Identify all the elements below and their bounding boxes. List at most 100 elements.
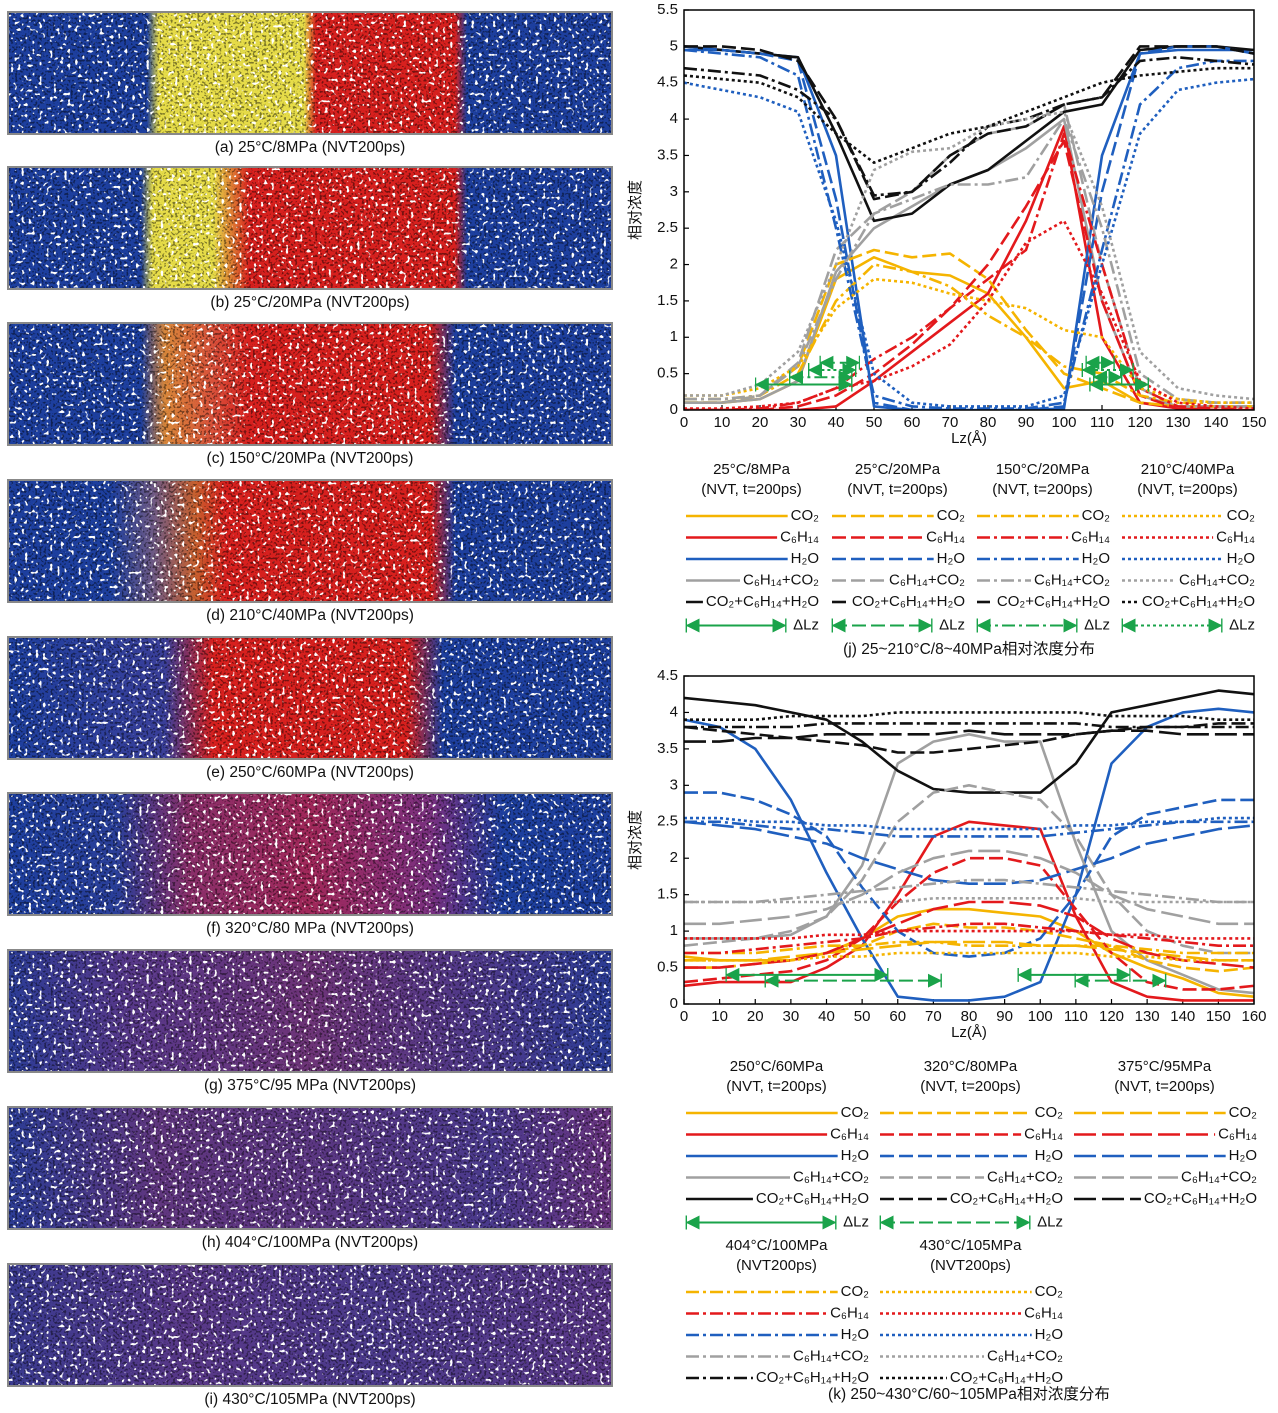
x-tick-label: 150 (1206, 1008, 1231, 1025)
snapshot-frame (7, 636, 613, 760)
legend-label: H₂O (937, 550, 965, 567)
series-line (684, 77, 1254, 408)
legend-label: C₆H₁₄ (1024, 1304, 1063, 1321)
legend-label: CO₂ (1227, 507, 1256, 524)
legend-label: C₆H₁₄+CO₂ (889, 571, 965, 588)
series-line (684, 56, 1254, 197)
snapshot-frame (7, 949, 613, 1073)
x-tick-label: 0 (680, 1008, 688, 1025)
y-tick-label: 5.5 (657, 1, 678, 18)
legend-group-title: 320°C/80MPa (924, 1058, 1018, 1075)
snapshot-caption: (i) 430°C/105MPa (NVT200ps) (204, 1391, 415, 1408)
y-tick-label: 4.5 (657, 667, 678, 684)
snapshot-caption: (c) 150°C/20MPa (NVT200ps) (207, 450, 414, 467)
x-tick-label: 140 (1170, 1008, 1195, 1025)
legend-label: H₂O (1229, 1147, 1257, 1164)
legend-label: CO₂ (1082, 507, 1111, 524)
y-tick-label: 2.5 (657, 813, 678, 830)
series-line (684, 707, 1254, 1002)
x-tick-label: 60 (889, 1008, 906, 1025)
series-line (684, 48, 1254, 410)
plot-area (684, 10, 1254, 410)
legend-group-subtitle: (NVT200ps) (930, 1257, 1011, 1274)
legend-label: CO₂+C₆H₁₄+H₂O (756, 1190, 869, 1207)
snapshot-speckle-light (8, 793, 612, 915)
series-line (684, 132, 1254, 410)
x-tick-label: 30 (790, 414, 807, 431)
legend-label: CO₂+C₆H₁₄+H₂O (1144, 1190, 1257, 1207)
snapshot-caption: (d) 210°C/40MPa (NVT200ps) (206, 607, 414, 624)
y-tick-label: 4 (670, 110, 678, 127)
snapshot-speckle-light (8, 323, 612, 445)
y-tick-label: 2 (670, 256, 678, 273)
legend-group-title: 150°C/20MPa (996, 461, 1090, 478)
x-tick-label: 20 (747, 1008, 764, 1025)
snapshot-caption: (h) 404°C/100MPa (NVT200ps) (202, 1234, 418, 1251)
legend-group-title: 25°C/20MPa (855, 461, 941, 478)
legend-label: C₆H₁₄ (780, 528, 819, 545)
snapshot-speckle-light (8, 480, 612, 602)
legend-group-subtitle: (NVT, t=200ps) (920, 1078, 1020, 1095)
x-tick-label: 50 (854, 1008, 871, 1025)
x-tick-label: 70 (942, 414, 959, 431)
x-tick-label: 120 (1127, 414, 1152, 431)
y-tick-label: 1 (670, 922, 678, 939)
legend-label: H₂O (1035, 1147, 1063, 1164)
legend-label: C₆H₁₄ (926, 528, 965, 545)
snapshot-speckle-light (8, 12, 612, 134)
x-tick-label: 150 (1241, 414, 1266, 431)
x-tick-label: 50 (866, 414, 883, 431)
legend-delta-label: ΔLz (1037, 1213, 1063, 1230)
legend-group-subtitle: (NVT, t=200ps) (726, 1078, 826, 1095)
plot-frame (683, 675, 1255, 1005)
snapshot-caption: (e) 250°C/60MPa (NVT200ps) (206, 764, 414, 781)
snapshot-frame (7, 322, 613, 446)
x-tick-label: 70 (925, 1008, 942, 1025)
series-line (684, 45, 1254, 410)
chart-caption: (j) 25~210°C/8~40MPa相对浓度分布 (843, 640, 1095, 658)
legend-label: C₆H₁₄ (1216, 528, 1255, 545)
x-tick-label: 80 (961, 1008, 978, 1025)
legend-group-subtitle: (NVT, t=200ps) (992, 481, 1092, 498)
snapshot-frame (7, 1106, 613, 1230)
y-tick-label: 5 (670, 37, 678, 54)
y-tick-label: 3 (670, 776, 678, 793)
x-tick-label: 140 (1203, 414, 1228, 431)
y-tick-label: 1.5 (657, 292, 678, 309)
legend-label: CO₂ (791, 507, 820, 524)
series-line (684, 139, 1254, 410)
legend-label: CO₂ (841, 1283, 870, 1300)
legend-label: C₆H₁₄+CO₂ (987, 1168, 1063, 1185)
legend-label: C₆H₁₄+CO₂ (793, 1347, 869, 1364)
legend-delta-label: ΔLz (1084, 616, 1110, 633)
y-tick-label: 4.5 (657, 74, 678, 91)
x-tick-label: 130 (1165, 414, 1190, 431)
y-tick-label: 2.5 (657, 219, 678, 236)
legend-label: CO₂ (1229, 1104, 1258, 1121)
series-line (684, 729, 1254, 743)
y-tick-label: 2 (670, 849, 678, 866)
legend-label: CO₂+C₆H₁₄+H₂O (997, 593, 1110, 610)
series-line (684, 816, 1254, 831)
y-tick-label: 0.5 (657, 959, 678, 976)
series-line (684, 711, 1254, 721)
y-tick-label: 3 (670, 183, 678, 200)
legend-label: CO₂+C₆H₁₄+H₂O (756, 1369, 869, 1386)
plot-frame (683, 9, 1255, 411)
y-tick-label: 0 (670, 401, 678, 418)
y-tick-label: 1.5 (657, 886, 678, 903)
legend-label: CO₂+C₆H₁₄+H₂O (1142, 593, 1255, 610)
y-axis-label: 相对浓度 (627, 810, 644, 870)
x-tick-label: 160 (1241, 1008, 1266, 1025)
series-line (684, 900, 1254, 969)
legend-label: H₂O (841, 1147, 869, 1164)
snapshot-speckle-light (8, 1264, 612, 1386)
x-axis-label: Lz(Å) (951, 1024, 987, 1041)
x-tick-label: 60 (904, 414, 921, 431)
legend-label: CO₂ (841, 1104, 870, 1121)
legend-group-title: 210°C/40MPa (1141, 461, 1235, 478)
legend-label: CO₂ (1035, 1104, 1064, 1121)
legend-group-subtitle: (NVT200ps) (736, 1257, 817, 1274)
legend-delta-label: ΔLz (843, 1213, 869, 1230)
